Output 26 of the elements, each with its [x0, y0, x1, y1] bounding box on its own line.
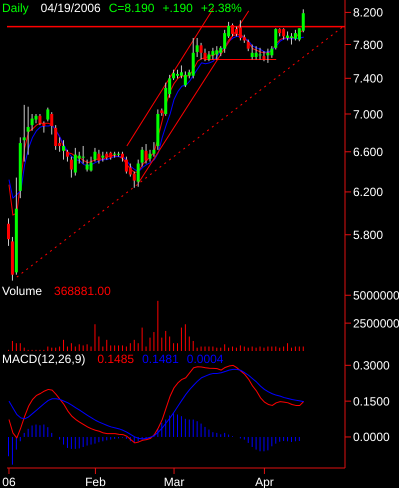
x-tick-label: Feb [85, 475, 106, 488]
y-tick-label: 6.200 [353, 185, 384, 200]
y-tick-label: 2500000 [353, 316, 399, 330]
annotation: 0.1485 [97, 352, 134, 366]
annotation: 0.0004 [186, 352, 224, 366]
annotation: C=8.190 [108, 1, 154, 15]
annotation: 0.1481 [142, 352, 179, 366]
annotation: +2.38% [200, 1, 242, 15]
y-tick-label: 5000000 [353, 288, 399, 303]
y-tick-label: 0.0000 [353, 430, 390, 444]
y-tick-label: 0.3000 [353, 358, 390, 373]
x-tick-label: 06 [2, 475, 16, 488]
chart-title: Volume [2, 284, 42, 298]
y-tick-label: 8.200 [353, 6, 384, 20]
annotation: 04/19/2006 [40, 1, 101, 15]
y-tick-label: 7.400 [353, 72, 384, 86]
chart-title: MACD(12,26,9) [2, 352, 86, 366]
y-tick-label: 6.600 [353, 145, 384, 160]
annotation: +.190 [162, 1, 193, 15]
y-tick-label: 7.000 [353, 107, 384, 122]
y-tick-label: 5.800 [353, 228, 384, 242]
y-tick-label: 7.800 [353, 38, 384, 52]
annotation: 368881.00 [54, 284, 111, 298]
chart-title: Daily [2, 1, 29, 15]
x-tick-label: Mar [164, 475, 184, 488]
y-tick-label: 0.1500 [353, 394, 390, 408]
